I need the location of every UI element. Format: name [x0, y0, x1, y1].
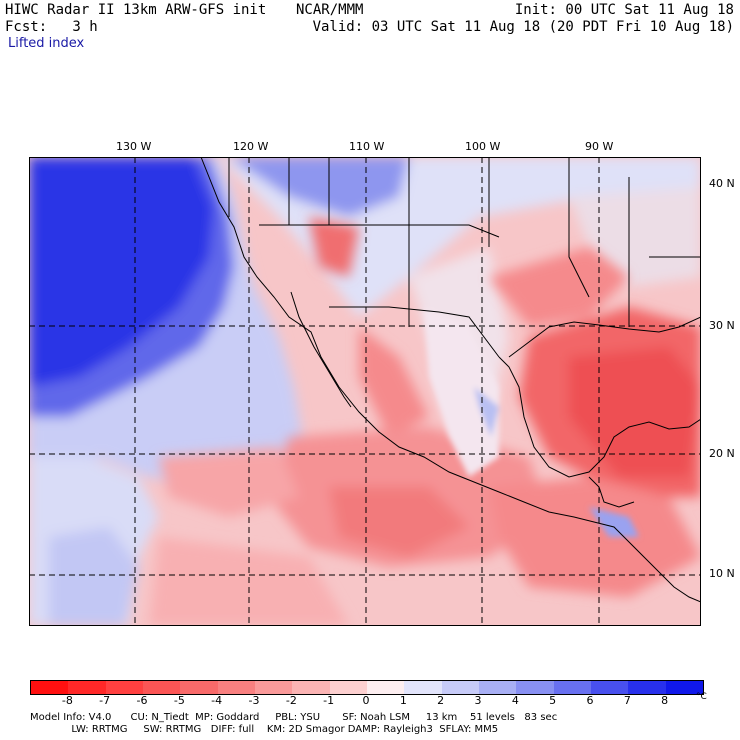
colorbar-tick-label: 6	[586, 694, 594, 707]
map-frame	[29, 157, 701, 626]
colorbar-swatch	[441, 681, 479, 694]
lon-label-120w: 120 W	[233, 140, 269, 153]
colorbar-swatch	[180, 681, 218, 694]
model-info-line1: Model Info: V4.0 CU: N_Tiedt MP: Goddard…	[30, 712, 558, 723]
lon-label-130w: 130 W	[116, 140, 152, 153]
graticule	[29, 157, 701, 626]
colorbar-tick-label: -4	[211, 694, 223, 707]
colorbar-tick-label: -1	[323, 694, 335, 707]
lat-label-10n: 10 N	[709, 567, 735, 580]
colorbar-swatch	[553, 681, 591, 694]
colorbar-swatch	[366, 681, 405, 694]
colorbar-swatch	[254, 681, 293, 694]
colorbar-tick-label: 8	[661, 694, 669, 707]
colorbar-tick-label: 0	[362, 694, 370, 707]
colorbar-swatch	[142, 681, 181, 694]
lon-label-100w: 100 W	[465, 140, 501, 153]
model-info-line2: LW: RRTMG SW: RRTMG DIFF: full KM: 2D Sm…	[30, 724, 499, 735]
organization-label: NCAR/MMM	[296, 2, 364, 18]
colorbar-swatch	[665, 681, 703, 694]
colorbar-tick-label: 3	[474, 694, 482, 707]
lat-label-40n: 40 N	[709, 177, 735, 190]
mexico-plateau	[424, 307, 639, 537]
colorbar-tick-label: 7	[623, 694, 631, 707]
map-canvas	[29, 157, 701, 626]
colorbar-swatch	[404, 681, 442, 694]
colorbar-swatch	[292, 681, 330, 694]
colorbar-tick-label: -6	[136, 694, 148, 707]
colorbar-tick-label: 2	[437, 694, 445, 707]
colorbar-tick-label: -8	[61, 694, 73, 707]
colorbar-tick-label: -3	[248, 694, 260, 707]
colorbar-swatch	[68, 681, 106, 694]
valid-time: Valid: 03 UTC Sat 11 Aug 18 (20 PDT Fri …	[312, 19, 734, 35]
lon-label-90w: 90 W	[585, 140, 614, 153]
colorbar	[30, 680, 704, 695]
lat-label-30n: 30 N	[709, 319, 735, 332]
forecast-hour: Fcst: 3 h	[5, 19, 98, 35]
field-name: Lifted index	[8, 36, 85, 51]
coastlines	[200, 157, 701, 603]
colorbar-swatch	[31, 681, 69, 694]
stable-ocean-region	[29, 157, 304, 626]
colorbar-tick-label: 5	[549, 694, 557, 707]
colorbar-swatch	[516, 681, 554, 694]
lat-label-20n: 20 N	[709, 447, 735, 460]
colorbar-tick-label: -5	[173, 694, 185, 707]
colorbar-swatch	[329, 681, 367, 694]
colorbar-swatch	[217, 681, 255, 694]
model-title: HIWC Radar II 13km ARW-GFS init	[5, 2, 267, 18]
colorbar-swatch	[105, 681, 143, 694]
colorbar-swatch	[478, 681, 517, 694]
colorbar-tick-label: -2	[285, 694, 297, 707]
colorbar-swatch	[590, 681, 629, 694]
lifted-index-map	[29, 157, 701, 626]
colorbar-tick-label: 4	[511, 694, 519, 707]
init-time: Init: 00 UTC Sat 11 Aug 18	[514, 2, 734, 18]
colorbar-tick-label: -7	[99, 694, 111, 707]
colorbar-unit: °C	[696, 692, 707, 702]
colorbar-swatch	[628, 681, 666, 694]
colorbar-tick-label: 1	[399, 694, 407, 707]
lon-label-110w: 110 W	[349, 140, 385, 153]
